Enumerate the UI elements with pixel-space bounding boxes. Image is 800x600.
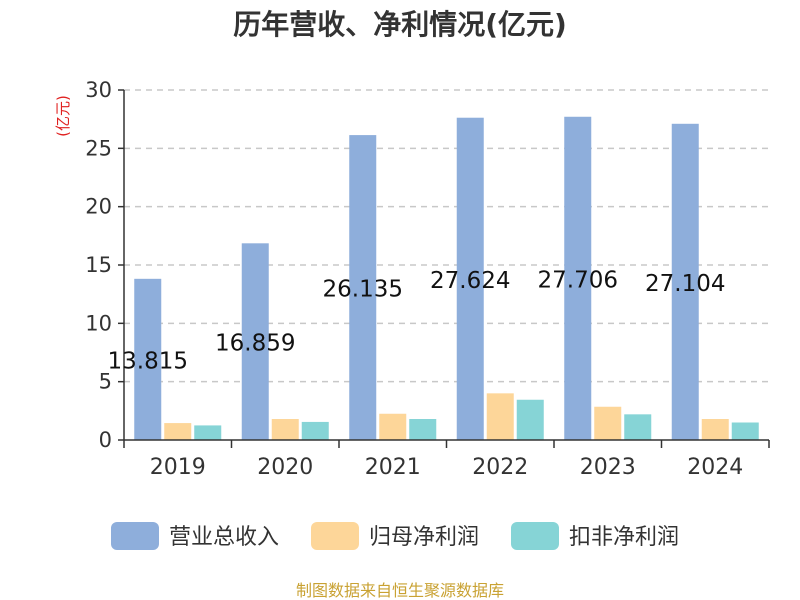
legend-swatch [311,522,359,550]
bar [164,423,192,440]
legend-swatch [511,522,559,550]
bar [301,421,329,440]
data-label: 26.135 [323,277,403,303]
bar [486,393,514,440]
bar [671,123,699,440]
legend: 营业总收入 归母净利润 扣非净利润 [111,522,679,550]
legend-label: 归母净利润 [369,525,479,550]
bar [241,243,269,440]
bar [624,414,652,440]
bar [271,419,299,440]
legend-swatch [111,522,159,550]
x-axis: 2019 2020 2021 2022 2023 2024 [123,439,770,480]
bar [456,117,484,440]
y-tick-label: 0 [99,428,112,452]
x-tick-label: 2019 [150,455,206,480]
x-tick-label: 2022 [472,455,528,480]
bar [379,413,407,440]
bar [349,135,377,440]
data-labels: 13.815 16.859 26.135 27.624 27.706 27.104 [108,267,726,374]
data-label: 27.104 [645,271,725,297]
y-unit-label: (亿元) [54,95,72,137]
x-tick-label: 2021 [365,455,421,480]
bars [134,116,759,440]
y-tick-label: 20 [85,195,112,219]
bar [564,116,592,440]
x-tick-label: 2020 [257,455,313,480]
data-label: 27.706 [538,267,618,293]
bar [594,406,622,440]
data-label: 16.859 [215,331,295,357]
y-tick-label: 30 [85,78,112,102]
y-tick-label: 15 [85,253,112,277]
legend-label: 营业总收入 [169,525,279,550]
bar [731,422,759,440]
source-note: 制图数据来自恒生聚源数据库 [296,581,504,600]
bar [409,419,437,440]
chart-title: 历年营收、净利情况(亿元) [233,8,567,41]
bar [701,419,729,440]
bar [134,278,162,440]
data-label: 27.624 [430,268,510,294]
y-tick-label: 10 [85,311,112,335]
y-axis: 0 5 10 15 20 25 30 [85,78,125,452]
data-label: 13.815 [108,348,188,374]
x-tick-label: 2024 [687,455,743,480]
x-tick-label: 2023 [580,455,636,480]
y-tick-label: 25 [85,136,112,160]
bar [194,425,222,440]
y-tick-label: 5 [99,370,112,394]
gridlines [124,89,769,383]
bar [516,399,544,440]
legend-label: 扣非净利润 [569,525,679,550]
